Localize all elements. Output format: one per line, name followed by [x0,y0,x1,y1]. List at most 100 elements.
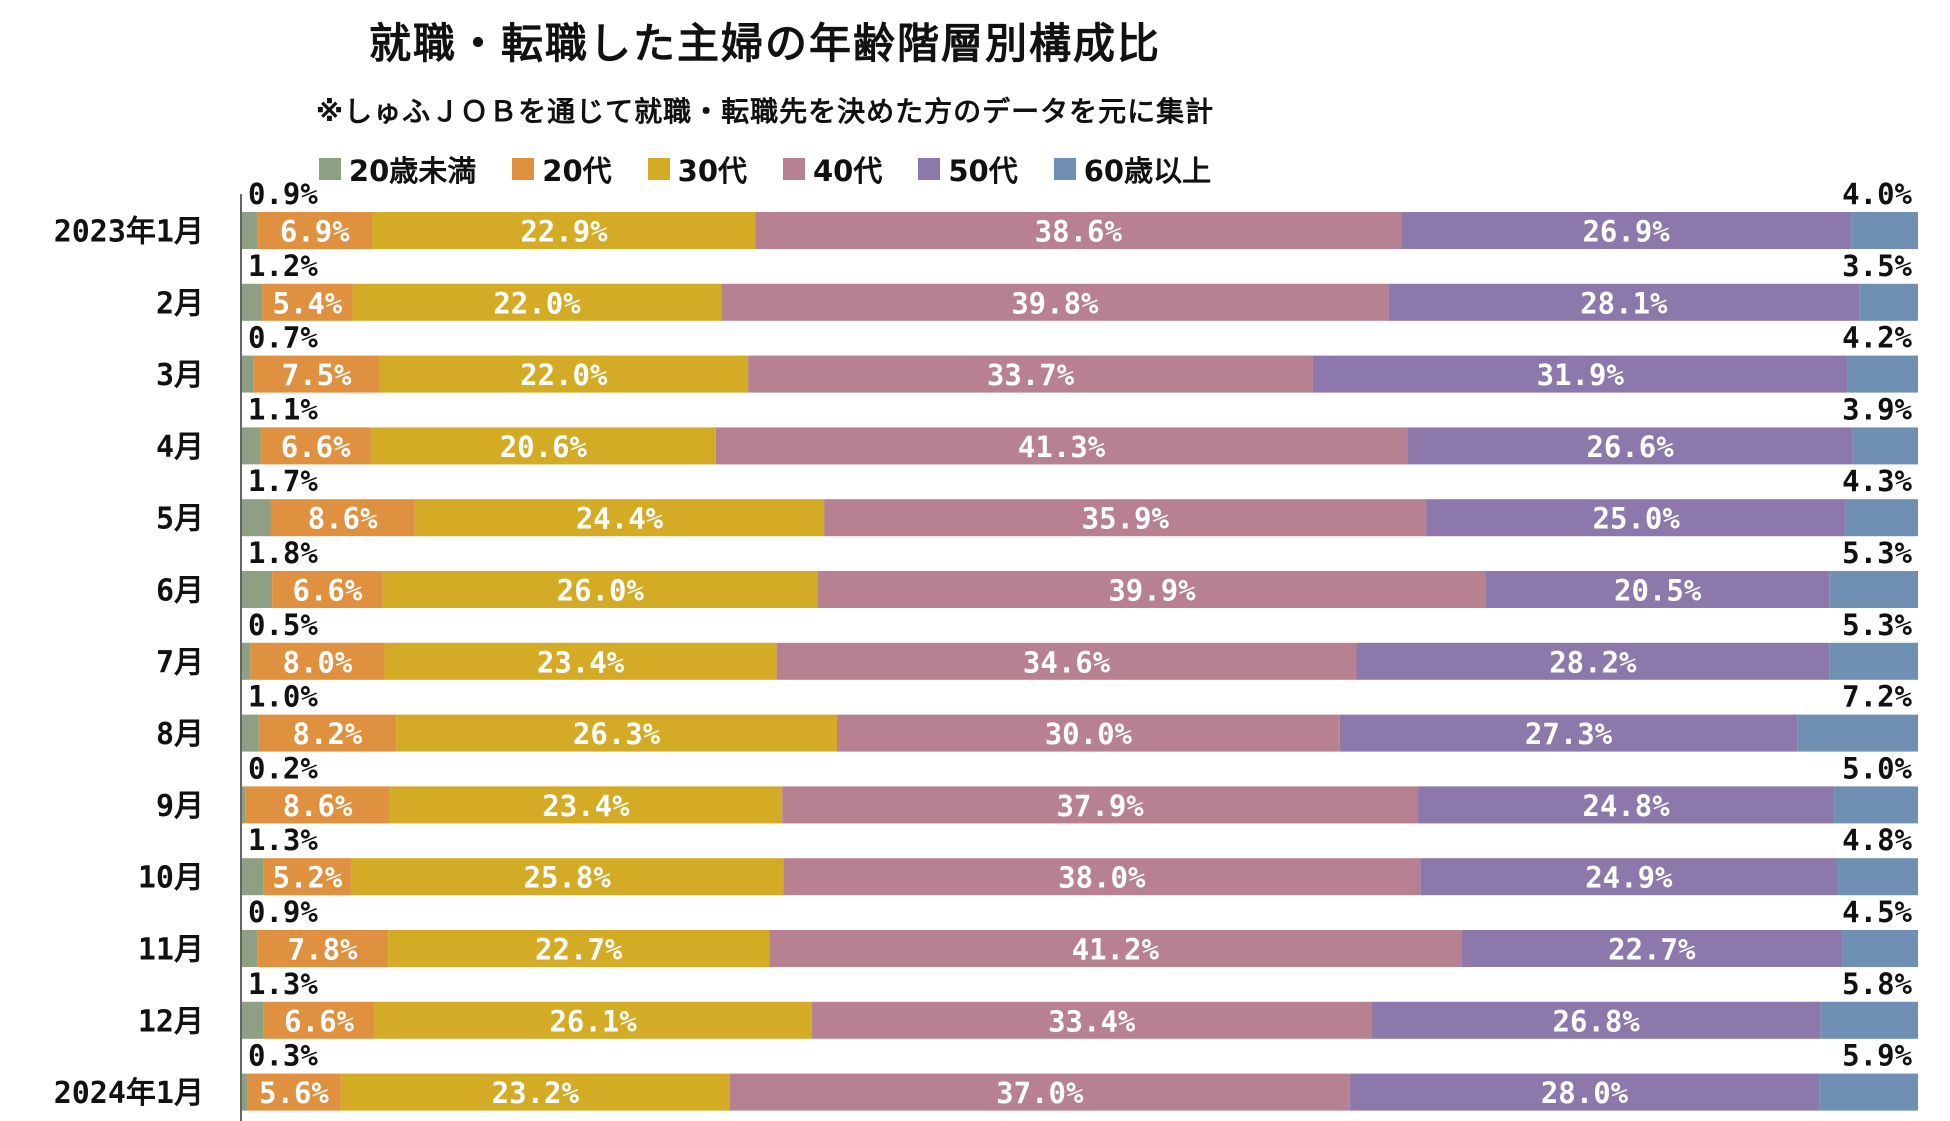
data-label: 20.6% [500,430,588,464]
bar-segment [414,499,825,537]
bar-segment [242,355,254,393]
data-label: 5.0% [1842,751,1912,785]
data-label: 38.0% [1058,861,1146,895]
data-label: 4.0% [1842,177,1912,211]
data-label: 4.2% [1842,321,1912,355]
legend-item: 30代 [647,148,747,190]
data-label: 33.4% [1048,1004,1136,1038]
data-label: 27.3% [1525,717,1613,751]
category-label: 8月 [156,717,204,752]
data-label: 28.2% [1549,645,1637,679]
data-label: 6.6% [284,1004,354,1038]
data-label: 26.0% [557,574,645,608]
bar-segment [242,786,246,824]
bar-segment [242,930,258,967]
legend-item: 40代 [783,148,882,190]
data-label: 5.6% [259,1076,329,1110]
bar-segment [270,499,415,537]
bar-segment [729,1073,1350,1111]
data-label: 33.7% [987,358,1075,392]
data-label: 0.7% [248,321,318,355]
data-label: 5.9% [1842,1039,1912,1073]
bar-segment [1852,427,1918,465]
bar-segment [272,571,383,608]
data-label: 39.9% [1108,574,1196,608]
bar-segment [1847,355,1918,393]
bar-segment [1797,714,1918,752]
legend-item: 20代 [512,148,612,190]
bar-segment [1820,1001,1918,1039]
data-label: 35.9% [1082,502,1170,536]
chart-legend: 20歳未満 20代 30代 40代 50代 60歳以上 [0,148,1530,190]
data-label: 24.9% [1585,861,1673,895]
data-label: 24.8% [1582,789,1670,823]
data-label: 34.6% [1023,645,1111,679]
data-label: 8.2% [293,717,363,751]
bar-segment [242,858,264,896]
data-label: 25.8% [523,861,611,895]
data-label: 5.4% [272,286,342,320]
data-label: 23.4% [542,789,630,823]
bar-segment [811,1001,1372,1039]
data-label: 26.8% [1553,1004,1641,1038]
bar-segment [396,714,837,752]
legend-swatch [918,158,941,180]
bar-segment [352,283,722,321]
bar-segment [1312,355,1848,393]
bar-segment [783,858,1421,896]
data-label: 8.0% [282,645,352,679]
data-label: 1.1% [248,392,318,426]
data-label: 5.3% [1842,536,1912,570]
data-label: 24.4% [576,502,664,536]
data-label: 1.7% [248,464,318,498]
category-label: 2023年1月 [54,215,204,250]
bar-segment [242,1073,248,1111]
data-label: 41.2% [1072,933,1160,967]
bar-segment [1486,571,1830,608]
bar-segment [721,283,1389,321]
chart-title: 就職・転職した主婦の年齢階層別構成比 [368,19,1161,68]
bar-segment [247,1073,341,1111]
legend-item: 50代 [918,148,1018,190]
category-label: 11月 [138,933,204,968]
bar-segment [379,355,749,393]
data-label: 22.9% [520,215,608,249]
bar-segment [242,499,271,537]
legend-swatch [512,158,535,180]
bar-segment [1829,642,1918,680]
data-label: 1.3% [248,823,318,857]
data-label: 26.3% [573,717,661,751]
data-label: 23.2% [492,1076,580,1110]
bar-segment [1407,427,1853,465]
bar-segment [382,571,818,608]
data-label: 7.5% [282,358,352,392]
bar-segment [1426,499,1846,537]
bar-segment [769,930,1462,967]
bar-segment [1401,212,1852,249]
bar-segment [748,355,1313,393]
data-label: 0.3% [248,1039,318,1073]
bar-segment [388,930,770,967]
bar-segment [245,786,390,824]
data-label: 22.0% [520,358,608,392]
bar-segment [1420,858,1838,896]
data-label: 5.8% [1842,967,1912,1001]
bar-segment [817,571,1487,608]
legend-swatch [318,158,341,180]
data-label: 26.9% [1582,215,1670,249]
bar-segment [257,930,389,967]
bar-segment [1819,1073,1918,1111]
data-label: 6.6% [281,430,351,464]
bar-segment [1842,930,1918,967]
bar-segment [374,1001,812,1039]
category-label: 6月 [156,574,204,609]
data-label: 28.0% [1541,1076,1629,1110]
data-label: 4.8% [1842,823,1912,857]
bar-segment [340,1073,730,1111]
bar-segment [263,1001,375,1039]
data-label: 20.5% [1614,574,1702,608]
data-label: 23.4% [537,645,625,679]
bar-segment [242,212,258,249]
bar-segment [263,858,351,896]
